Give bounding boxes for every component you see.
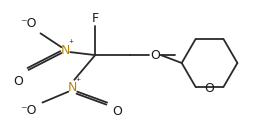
Text: ⁺: ⁺: [75, 77, 81, 87]
Text: ⁺: ⁺: [68, 39, 74, 49]
Text: ⁻O: ⁻O: [20, 104, 37, 117]
Text: O: O: [112, 105, 121, 118]
Text: O: O: [204, 82, 214, 96]
Text: F: F: [91, 12, 98, 25]
Text: N: N: [67, 81, 77, 94]
Text: O: O: [149, 49, 159, 62]
Text: N: N: [60, 44, 70, 57]
Text: O: O: [14, 75, 23, 88]
Text: ⁻O: ⁻O: [20, 17, 37, 30]
